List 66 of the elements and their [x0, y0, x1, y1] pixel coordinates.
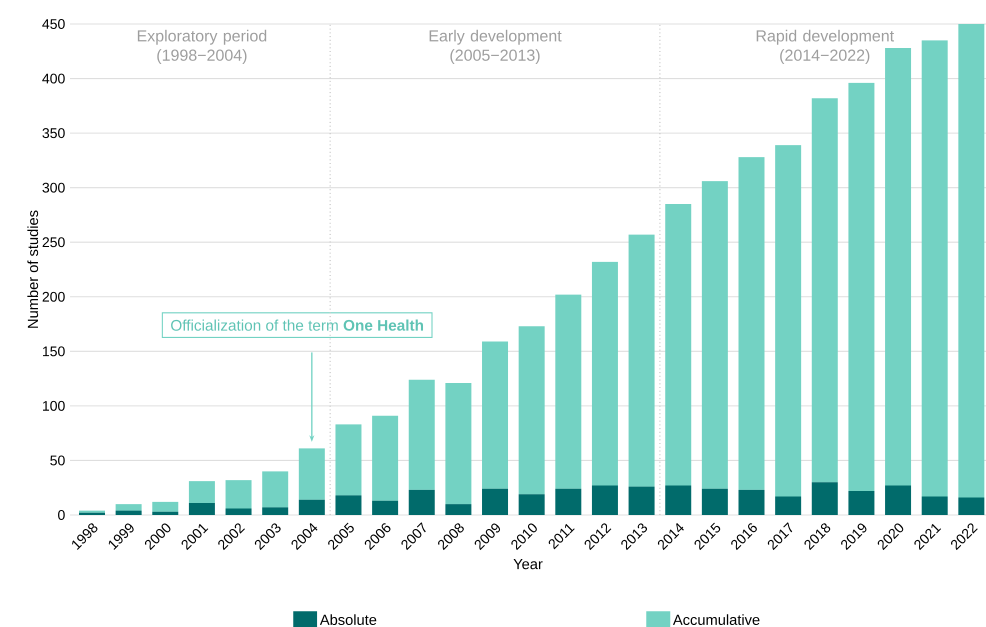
- bar: [372, 500, 398, 515]
- bar: [922, 40, 948, 496]
- y-axis-title: Number of studies: [27, 210, 38, 328]
- y-tick-label: 350: [42, 128, 65, 138]
- y-tick-label: 300: [42, 182, 65, 193]
- bar: [408, 380, 435, 490]
- bar: [298, 448, 325, 500]
- y-tick-label: 450: [42, 19, 65, 29]
- bar: [812, 98, 838, 482]
- bar: [335, 495, 362, 515]
- bar: [226, 508, 252, 515]
- y-tick-label: 50: [50, 455, 65, 466]
- y-tick-label: 250: [42, 237, 65, 248]
- bar: [848, 490, 874, 515]
- bar: [592, 486, 618, 515]
- legend-label: Accumulative: [672, 614, 760, 626]
- bar: [188, 481, 215, 503]
- y-tick-label: 150: [43, 346, 65, 356]
- bar: [298, 500, 325, 515]
- bar: [335, 424, 362, 496]
- bar: [372, 416, 398, 501]
- bar: [262, 507, 288, 515]
- bar: [188, 502, 215, 515]
- legend-label: Absolute: [320, 614, 376, 626]
- y-tick-label: 200: [42, 292, 65, 302]
- bar: [775, 496, 802, 515]
- annotation: Early development (2005−2013): [430, 30, 562, 64]
- bar: [518, 494, 545, 515]
- bar: [885, 48, 912, 486]
- bar: [555, 294, 582, 489]
- bar: [628, 234, 655, 487]
- bar: [775, 145, 802, 496]
- bar: [702, 181, 728, 489]
- bar: [482, 342, 508, 489]
- bar: [445, 382, 472, 504]
- annotation: Exploratory period (1998−2004): [138, 30, 266, 64]
- bar: [482, 488, 508, 515]
- bar: [922, 496, 948, 515]
- annotation: Rapid development (2014−2022): [756, 30, 894, 64]
- bar: [738, 490, 764, 515]
- bar: [665, 486, 692, 515]
- bar: [408, 490, 435, 515]
- bar: [226, 480, 252, 508]
- bar: [628, 486, 655, 515]
- y-tick-label: 400: [42, 74, 65, 84]
- bar: [152, 512, 178, 515]
- y-tick-label: 0: [58, 510, 65, 520]
- bar: [152, 502, 178, 512]
- bar: [702, 488, 728, 515]
- bar: [958, 498, 984, 515]
- bar: [518, 326, 545, 494]
- annotation: Officialization of the term One Health: [171, 320, 424, 331]
- bar: [885, 486, 912, 515]
- bar: [555, 488, 582, 515]
- bar: [848, 82, 874, 491]
- bar: [116, 504, 142, 511]
- bar: [116, 510, 142, 515]
- bar: [262, 471, 288, 508]
- bar: [738, 157, 764, 490]
- bar: [665, 204, 692, 486]
- y-tick-label: 100: [43, 400, 65, 411]
- bar: [958, 24, 984, 498]
- bar: [812, 482, 838, 515]
- bar: [592, 262, 618, 486]
- bar: [445, 504, 472, 515]
- x-axis-title: Year: [514, 559, 543, 570]
